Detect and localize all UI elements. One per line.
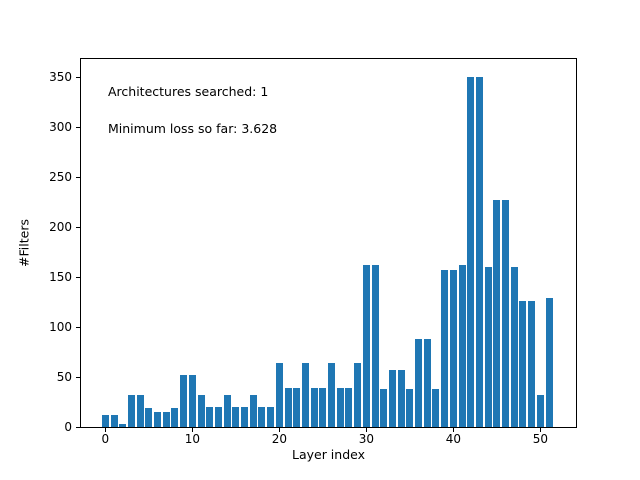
bar [206, 406, 214, 427]
bar [406, 388, 414, 427]
y-tick-label: 100 [49, 319, 72, 334]
y-tick-mark [76, 126, 80, 128]
annotation-architectures-searched: Architectures searched: 1 [108, 84, 269, 99]
y-tick-mark [76, 326, 80, 328]
bar [136, 394, 144, 427]
bar [275, 362, 283, 427]
bar [301, 362, 309, 427]
bar [441, 269, 449, 427]
bar [467, 76, 475, 427]
bar [519, 300, 527, 427]
bar [171, 407, 179, 427]
bar [432, 388, 440, 427]
bar [362, 264, 370, 427]
x-axis-label: Layer index [291, 447, 366, 462]
bar [319, 387, 327, 427]
y-tick-mark [76, 376, 80, 378]
x-tick-mark [192, 428, 194, 432]
x-tick-label: 50 [532, 432, 548, 446]
bar [388, 369, 396, 427]
x-tick-mark [540, 428, 542, 432]
bar [475, 76, 483, 427]
x-tick-label: 30 [358, 432, 374, 446]
y-tick-label: 50 [56, 369, 72, 384]
bar [162, 411, 170, 427]
bar [232, 406, 240, 427]
y-tick-label: 350 [49, 69, 72, 84]
y-tick-mark [76, 226, 80, 228]
bar [371, 264, 379, 427]
y-tick-mark [76, 176, 80, 178]
bar [119, 424, 127, 427]
bar [380, 388, 388, 427]
bar [354, 362, 362, 427]
bar [397, 369, 405, 427]
bar [154, 411, 162, 427]
bar [258, 406, 266, 427]
y-tick-label: 0 [64, 420, 72, 434]
bar [528, 300, 536, 427]
bar [345, 387, 353, 427]
bar [188, 374, 196, 427]
bar [223, 394, 231, 427]
bar [423, 338, 431, 427]
x-tick-label: 0 [101, 432, 110, 446]
bar [493, 199, 501, 427]
y-tick-mark [76, 276, 80, 278]
bar [502, 199, 509, 427]
bar [484, 266, 492, 427]
bar [249, 394, 257, 427]
bar [449, 269, 457, 427]
bar [510, 266, 518, 427]
bar [536, 394, 544, 427]
bar [328, 362, 336, 427]
y-tick-label: 200 [49, 219, 72, 234]
x-tick-mark [279, 428, 281, 432]
bars-group [81, 59, 576, 427]
bar [110, 414, 118, 427]
x-tick-mark [105, 428, 107, 432]
bar [267, 406, 275, 427]
y-tick-mark [76, 427, 80, 428]
annotation-minimum-loss: Minimum loss so far: 3.628 [108, 121, 278, 136]
x-tick-label: 10 [184, 432, 200, 446]
plot-area: Architectures searched: 1 Minimum loss s… [80, 58, 577, 428]
bar [458, 264, 466, 427]
x-tick-mark [453, 428, 455, 432]
bar [310, 387, 318, 427]
y-tick-mark [76, 76, 80, 78]
x-tick-label: 40 [445, 432, 461, 446]
bar [293, 387, 301, 427]
bar [284, 387, 292, 427]
bar [415, 338, 422, 427]
bar [101, 414, 109, 427]
bar [241, 406, 249, 427]
bar [336, 387, 344, 427]
x-tick-mark [366, 428, 368, 432]
bar [180, 374, 188, 427]
x-tick-label: 20 [271, 432, 287, 446]
y-tick-label: 300 [49, 119, 72, 134]
y-tick-label: 250 [49, 169, 72, 184]
bar [127, 394, 135, 427]
bar [214, 406, 222, 427]
bar [545, 297, 553, 427]
bar [145, 407, 153, 427]
bar [197, 394, 205, 427]
y-tick-label: 150 [49, 269, 72, 284]
